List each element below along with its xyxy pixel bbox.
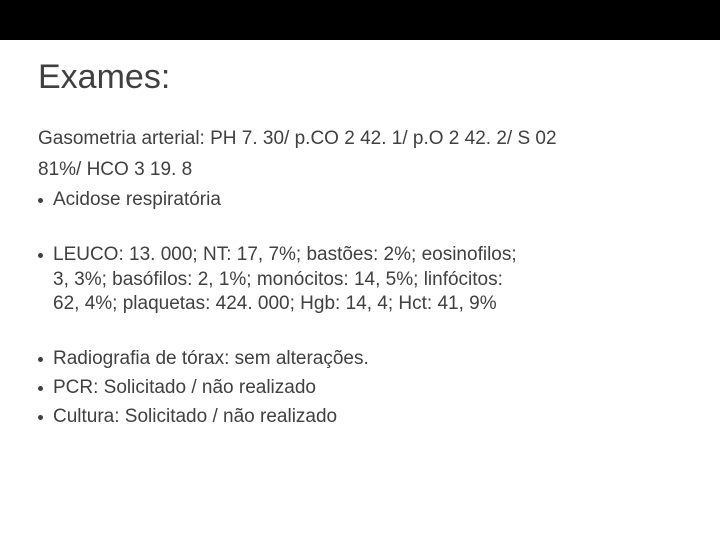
bullet-acidose: Acidose respiratória: [38, 188, 682, 213]
top-bar: [0, 0, 720, 40]
bullet-icon: [38, 198, 43, 203]
leuco-line3: 62, 4%; plaquetas: 424. 000; Hgb: 14, 4;…: [53, 292, 682, 317]
bullet-radiografia: Radiografia de tórax: sem alterações.: [38, 347, 682, 372]
slide-body: Gasometria arterial: PH 7. 30/ p.CO 2 42…: [38, 127, 682, 429]
bullet-text: LEUCO: 13. 000; NT: 17, 7%; bastões: 2%;…: [53, 243, 682, 317]
bullet-icon: [38, 253, 43, 258]
bullet-text: PCR: Solicitado / não realizado: [53, 376, 682, 401]
leuco-line2: 3, 3%; basófilos: 2, 1%; monócitos: 14, …: [53, 268, 682, 293]
slide-content: Exames: Gasometria arterial: PH 7. 30/ p…: [0, 40, 720, 429]
bullet-leuco: LEUCO: 13. 000; NT: 17, 7%; bastões: 2%;…: [38, 243, 682, 317]
bullet-pcr: PCR: Solicitado / não realizado: [38, 376, 682, 401]
slide-title: Exames:: [38, 58, 682, 97]
bullet-text: Acidose respiratória: [53, 188, 682, 213]
gasometria-line1: Gasometria arterial: PH 7. 30/ p.CO 2 42…: [38, 127, 682, 152]
bullet-icon: [38, 386, 43, 391]
bullet-cultura: Cultura: Solicitado / não realizado: [38, 405, 682, 430]
bullet-icon: [38, 357, 43, 362]
gasometria-line2: 81%/ HCO 3 19. 8: [38, 158, 682, 183]
bullet-text: Radiografia de tórax: sem alterações.: [53, 347, 682, 372]
bullet-text: Cultura: Solicitado / não realizado: [53, 405, 682, 430]
bullet-icon: [38, 415, 43, 420]
leuco-line1: LEUCO: 13. 000; NT: 17, 7%; bastões: 2%;…: [53, 243, 682, 268]
